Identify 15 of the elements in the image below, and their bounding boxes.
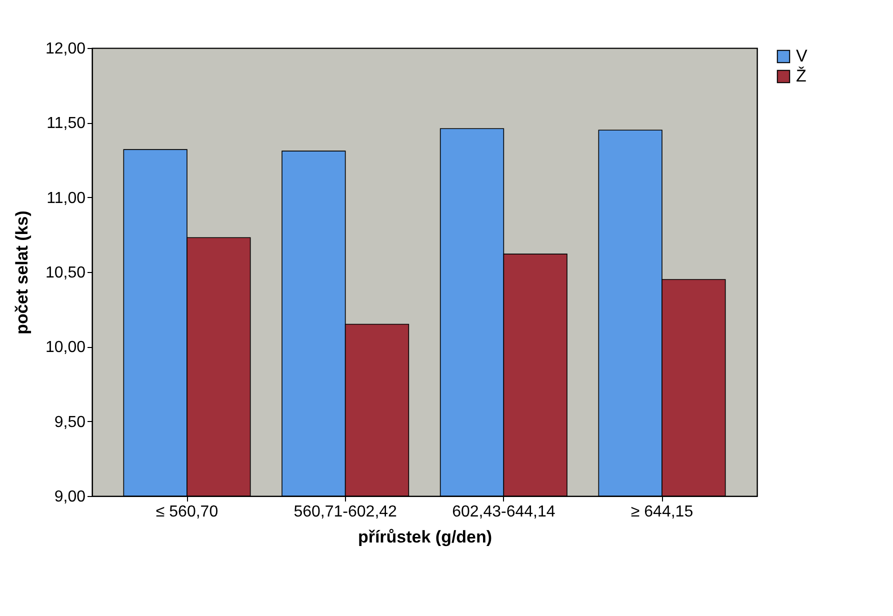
x-tick-label: ≤ 560,70 xyxy=(156,504,218,520)
y-tick-label: 11,50 xyxy=(46,115,86,132)
x-axis-title: přírůstek (g/den) xyxy=(358,528,492,546)
legend-label: V xyxy=(796,46,808,66)
y-tick-label: 11,00 xyxy=(46,190,86,207)
x-tick-label: 560,71-602,42 xyxy=(294,504,398,520)
legend-label: Ž xyxy=(796,66,806,86)
y-tick-label: 9,00 xyxy=(54,488,86,506)
y-tick-label: 10,50 xyxy=(45,264,86,282)
y-tick-label: 9,50 xyxy=(54,414,86,431)
y-tick-label: 12,00 xyxy=(45,40,86,58)
x-tick-label: 602,43-644,14 xyxy=(452,504,556,520)
y-tick-label: 10,00 xyxy=(45,339,86,356)
y-axis-title: počet selat (ks) xyxy=(12,210,32,334)
x-tick-label: ≥ 644,15 xyxy=(630,504,694,520)
